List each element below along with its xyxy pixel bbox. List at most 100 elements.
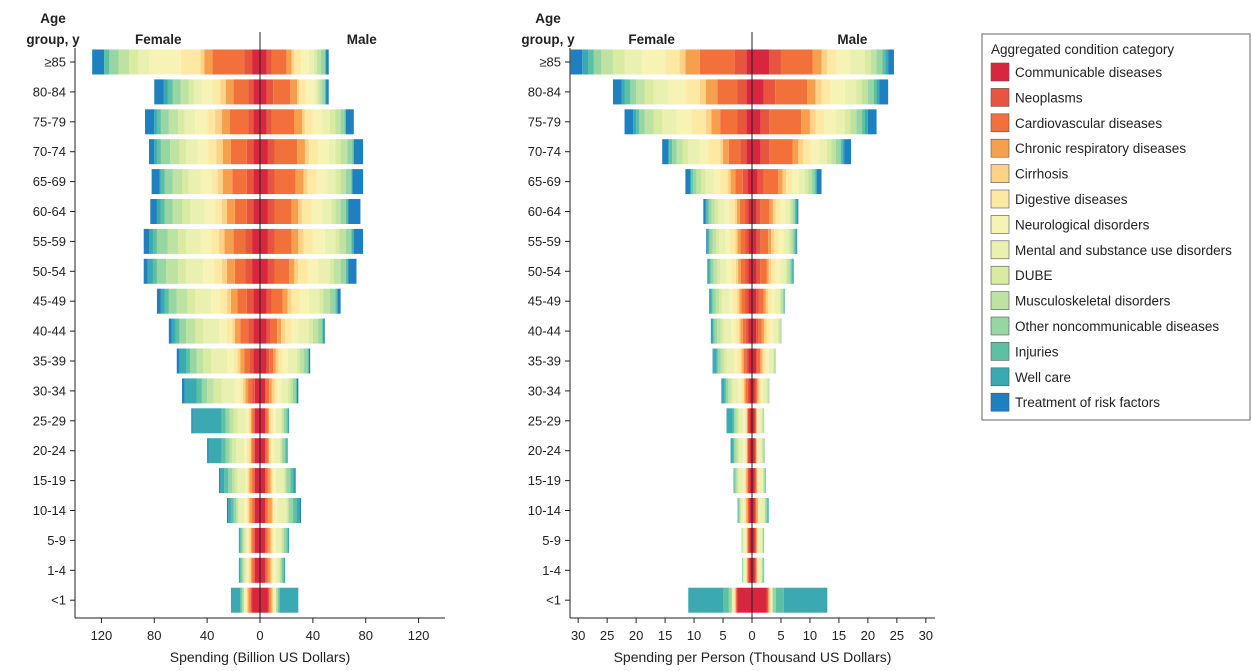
female-bar-segment (714, 318, 718, 344)
male-bar-segment (297, 79, 300, 105)
male-bar-segment (267, 408, 270, 434)
female-bar-segment (221, 199, 227, 224)
male-bar-segment (340, 169, 346, 195)
male-bar-segment (275, 348, 279, 374)
female-bar-segment (709, 258, 711, 284)
female-bar-segment (721, 378, 725, 404)
age-group-label: 1-4 (47, 563, 66, 578)
female-bar-segment (710, 258, 714, 284)
male-bar-segment (273, 468, 276, 494)
age-group-label: 40-44 (528, 324, 561, 339)
female-bar-segment (250, 587, 253, 613)
female-bar-segment (250, 438, 253, 464)
female-bar-segment (706, 199, 709, 224)
male-bar-segment (265, 557, 267, 583)
female-bar-segment (237, 498, 239, 523)
female-bar-segment (189, 348, 197, 374)
legend-label: Communicable diseases (1015, 65, 1162, 80)
female-bar-segment (195, 288, 212, 314)
female-bar-segment (624, 79, 631, 105)
female-bar-segment (211, 169, 218, 195)
female-bar-segment (200, 49, 205, 75)
male-bar-segment (326, 79, 329, 105)
female-bar-segment (748, 527, 750, 553)
male-bar-segment (801, 109, 810, 135)
female-bar-segment (729, 288, 734, 314)
age-group-label: 15-19 (528, 473, 561, 488)
male-bar-segment (282, 288, 288, 314)
female-bar-segment (716, 348, 718, 374)
female-bar-segment (707, 258, 708, 284)
male-bar-segment (804, 169, 809, 195)
male-bar-segment (270, 318, 278, 344)
female-bar-segment (705, 109, 712, 135)
male-bar-segment (780, 199, 786, 224)
male-bar-segment (306, 79, 315, 105)
female-bar-segment (710, 318, 712, 344)
female-bar-segment (156, 139, 161, 165)
legend-swatch (990, 189, 1010, 209)
male-bar-segment (752, 318, 757, 344)
female-bar-segment (745, 468, 747, 494)
male-bar-segment (287, 408, 290, 434)
female-bar-segment (699, 49, 735, 75)
male-bar-segment (269, 587, 271, 613)
legend-swatch (990, 88, 1010, 107)
male-bar-segment (269, 408, 271, 434)
female-bar-segment (182, 378, 185, 404)
female-bar-segment (203, 318, 220, 344)
age-row: 50-54 (33, 258, 357, 284)
male-bar-segment (755, 498, 757, 523)
male-bar-segment (761, 378, 764, 404)
female-bar-segment (164, 199, 173, 224)
female-bar-segment (118, 49, 130, 75)
female-bar-segment (749, 438, 752, 464)
male-bar-segment (760, 199, 770, 224)
male-bar-segment (266, 408, 268, 434)
female-bar-segment (570, 49, 583, 75)
female-bar-segment (208, 139, 217, 165)
female-bar-segment (253, 169, 260, 195)
male-bar-segment (765, 348, 769, 374)
female-bar-segment (636, 109, 640, 135)
male-bar-segment (763, 438, 765, 464)
male-bar-segment (274, 199, 292, 224)
male-bar-segment (756, 318, 759, 344)
age-row: 55-59 (528, 228, 798, 254)
female-bar-segment (182, 169, 189, 195)
female-bar-segment (667, 79, 686, 105)
male-bar-segment (762, 527, 764, 553)
male-bar-segment (299, 498, 301, 523)
female-bar-segment (201, 378, 208, 404)
male-bar-segment (808, 169, 812, 195)
female-bar-segment (593, 49, 602, 75)
male-bar-segment (752, 49, 770, 75)
legend-item: Digestive diseases (990, 189, 1128, 209)
male-bar-segment (809, 109, 816, 135)
female-bar-segment (216, 139, 223, 165)
female-bar-segment (253, 109, 260, 135)
female-bar-segment (717, 258, 721, 284)
female-bar-segment (160, 139, 171, 165)
female-bar-segment (252, 438, 254, 464)
female-bar-segment (252, 527, 254, 553)
female-bar-segment (630, 79, 637, 105)
female-bar-segment (248, 408, 250, 434)
male-bar-segment (766, 587, 769, 613)
female-bar-segment (129, 49, 139, 75)
female-bar-segment (229, 438, 233, 464)
male-bar-segment (277, 498, 287, 523)
male-bar-segment (299, 288, 309, 314)
female-bar-segment (204, 199, 216, 224)
male-bar-segment (802, 139, 811, 165)
male-bar-segment (759, 408, 762, 434)
age-group-label: 30-34 (528, 383, 561, 398)
male-bar-segment (795, 228, 797, 254)
male-bar-segment (754, 498, 756, 523)
male-bar-segment (792, 258, 794, 284)
male-bar-segment (266, 468, 268, 494)
female-bar-segment (220, 288, 227, 314)
male-bar-segment (273, 348, 276, 374)
female-bar-segment (207, 109, 216, 135)
male-bar-segment (785, 199, 790, 224)
